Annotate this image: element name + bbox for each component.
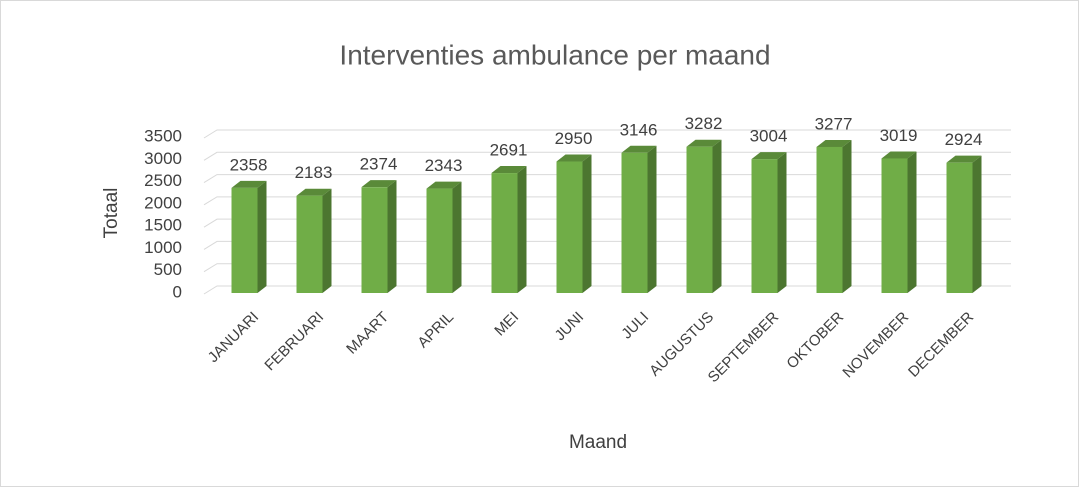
data-label: 2691 — [490, 141, 528, 160]
data-label: 3004 — [750, 127, 788, 146]
grid-line — [203, 129, 1011, 139]
bar-side — [582, 154, 592, 293]
y-tick-label: 3000 — [144, 149, 182, 168]
bar-top — [426, 181, 462, 189]
bar — [491, 173, 518, 293]
bar-top — [816, 139, 852, 147]
bar — [751, 159, 778, 293]
bar-side — [777, 152, 787, 293]
bar-top — [946, 155, 982, 163]
y-tick-label: 1000 — [144, 238, 182, 257]
y-tick-label: 3500 — [144, 126, 182, 145]
bar — [621, 152, 648, 293]
bar — [426, 188, 453, 293]
data-label: 2358 — [230, 155, 268, 174]
grid-line — [203, 196, 1011, 206]
bar-top — [361, 180, 397, 188]
bar — [816, 146, 843, 293]
bar-top — [686, 139, 722, 147]
bar-top — [231, 180, 267, 188]
bar-top — [751, 152, 787, 160]
data-label: 3019 — [880, 126, 918, 145]
bar-top — [491, 166, 527, 174]
bar — [361, 187, 388, 293]
y-tick-label: 1500 — [144, 216, 182, 235]
bar — [686, 146, 713, 293]
data-label: 2343 — [425, 156, 463, 175]
bar-side — [972, 155, 982, 293]
data-label: 2374 — [360, 155, 398, 174]
y-axis-label: Totaal — [101, 188, 122, 239]
bar-side — [322, 188, 332, 293]
bar — [231, 187, 258, 293]
bar-top — [881, 151, 917, 159]
bar-side — [712, 139, 722, 293]
bar-top — [296, 188, 332, 196]
bar-side — [907, 151, 917, 293]
bar — [296, 195, 323, 293]
y-tick-label: 2500 — [144, 171, 182, 190]
bar-top — [621, 145, 657, 153]
y-tick-label: 0 — [173, 282, 182, 301]
bar — [946, 162, 973, 293]
data-label: 3146 — [620, 120, 658, 139]
data-label: 2924 — [945, 130, 983, 149]
bar-side — [517, 166, 527, 293]
bar — [556, 161, 583, 293]
bar-side — [257, 180, 267, 293]
data-label: 3277 — [815, 114, 853, 133]
bar-side — [842, 139, 852, 293]
grid-line — [203, 151, 1011, 161]
bar-side — [452, 181, 462, 293]
bar-side — [387, 180, 397, 293]
grid-line — [203, 218, 1011, 228]
data-label: 2950 — [555, 129, 593, 148]
grid-line — [203, 240, 1011, 250]
bar — [881, 158, 908, 293]
grid-line — [203, 174, 1011, 183]
bar-side — [647, 145, 657, 293]
data-label: 3282 — [685, 114, 723, 133]
data-label: 2183 — [295, 163, 333, 182]
x-axis-label: Maand — [569, 432, 627, 453]
grid-line — [203, 263, 1011, 273]
grid-line — [203, 285, 1011, 295]
chart-title: Interventies ambulance per maand — [339, 39, 770, 70]
y-tick-label: 2000 — [144, 193, 182, 212]
y-tick-label: 500 — [154, 260, 182, 279]
bar-top — [556, 154, 592, 162]
